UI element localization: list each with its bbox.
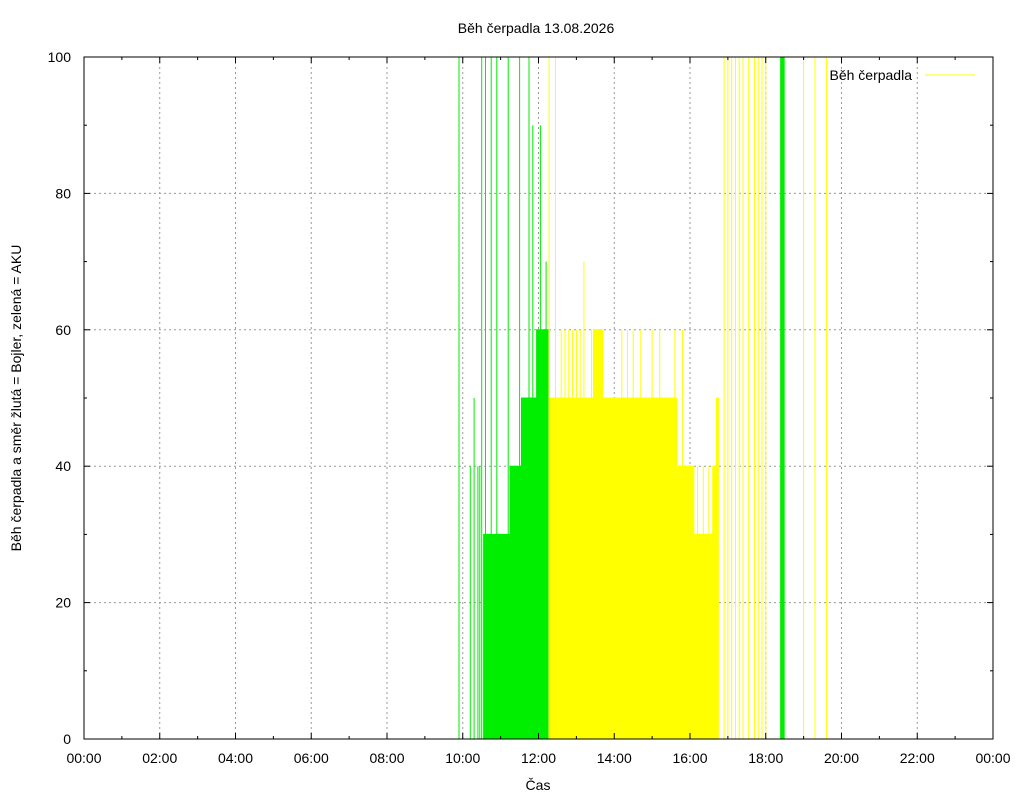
y-tick-label: 0	[63, 731, 71, 747]
data-area	[483, 329, 549, 740]
x-tick-label: 12:00	[521, 750, 556, 766]
legend: Běh čerpadla	[829, 67, 975, 83]
x-tick-label: 08:00	[369, 750, 404, 766]
y-tick-label: 40	[55, 458, 71, 474]
x-tick-label: 16:00	[672, 750, 707, 766]
plot-area	[458, 57, 827, 740]
x-tick-label: 00:00	[66, 750, 101, 766]
x-tick-label: 04:00	[218, 750, 253, 766]
x-tick-label: 00:00	[975, 750, 1010, 766]
x-tick-label: 20:00	[824, 750, 859, 766]
y-tick-label: 80	[55, 185, 71, 201]
x-tick-label: 06:00	[294, 750, 329, 766]
x-tick-label: 18:00	[748, 750, 783, 766]
y-tick-label: 60	[55, 322, 71, 338]
x-tick-label: 02:00	[142, 750, 177, 766]
x-tick-label: 10:00	[445, 750, 480, 766]
y-axis-label: Běh čerpadla a směr žlutá = Bojler, zele…	[8, 245, 24, 552]
x-axis-label: Čas	[526, 777, 551, 793]
y-tick-label: 100	[48, 49, 72, 65]
legend-label: Běh čerpadla	[829, 67, 912, 83]
x-tick-label: 22:00	[900, 750, 935, 766]
data-block	[780, 57, 785, 739]
data-area	[549, 329, 719, 740]
y-tick-label: 20	[55, 595, 71, 611]
x-tick-label: 14:00	[597, 750, 632, 766]
chart-title: Běh čerpadla 13.08.2026	[458, 20, 615, 36]
axes: 00:00 02:00 04:00 06:00 08:00 10:00 12:00 14:00…	[48, 49, 1011, 766]
